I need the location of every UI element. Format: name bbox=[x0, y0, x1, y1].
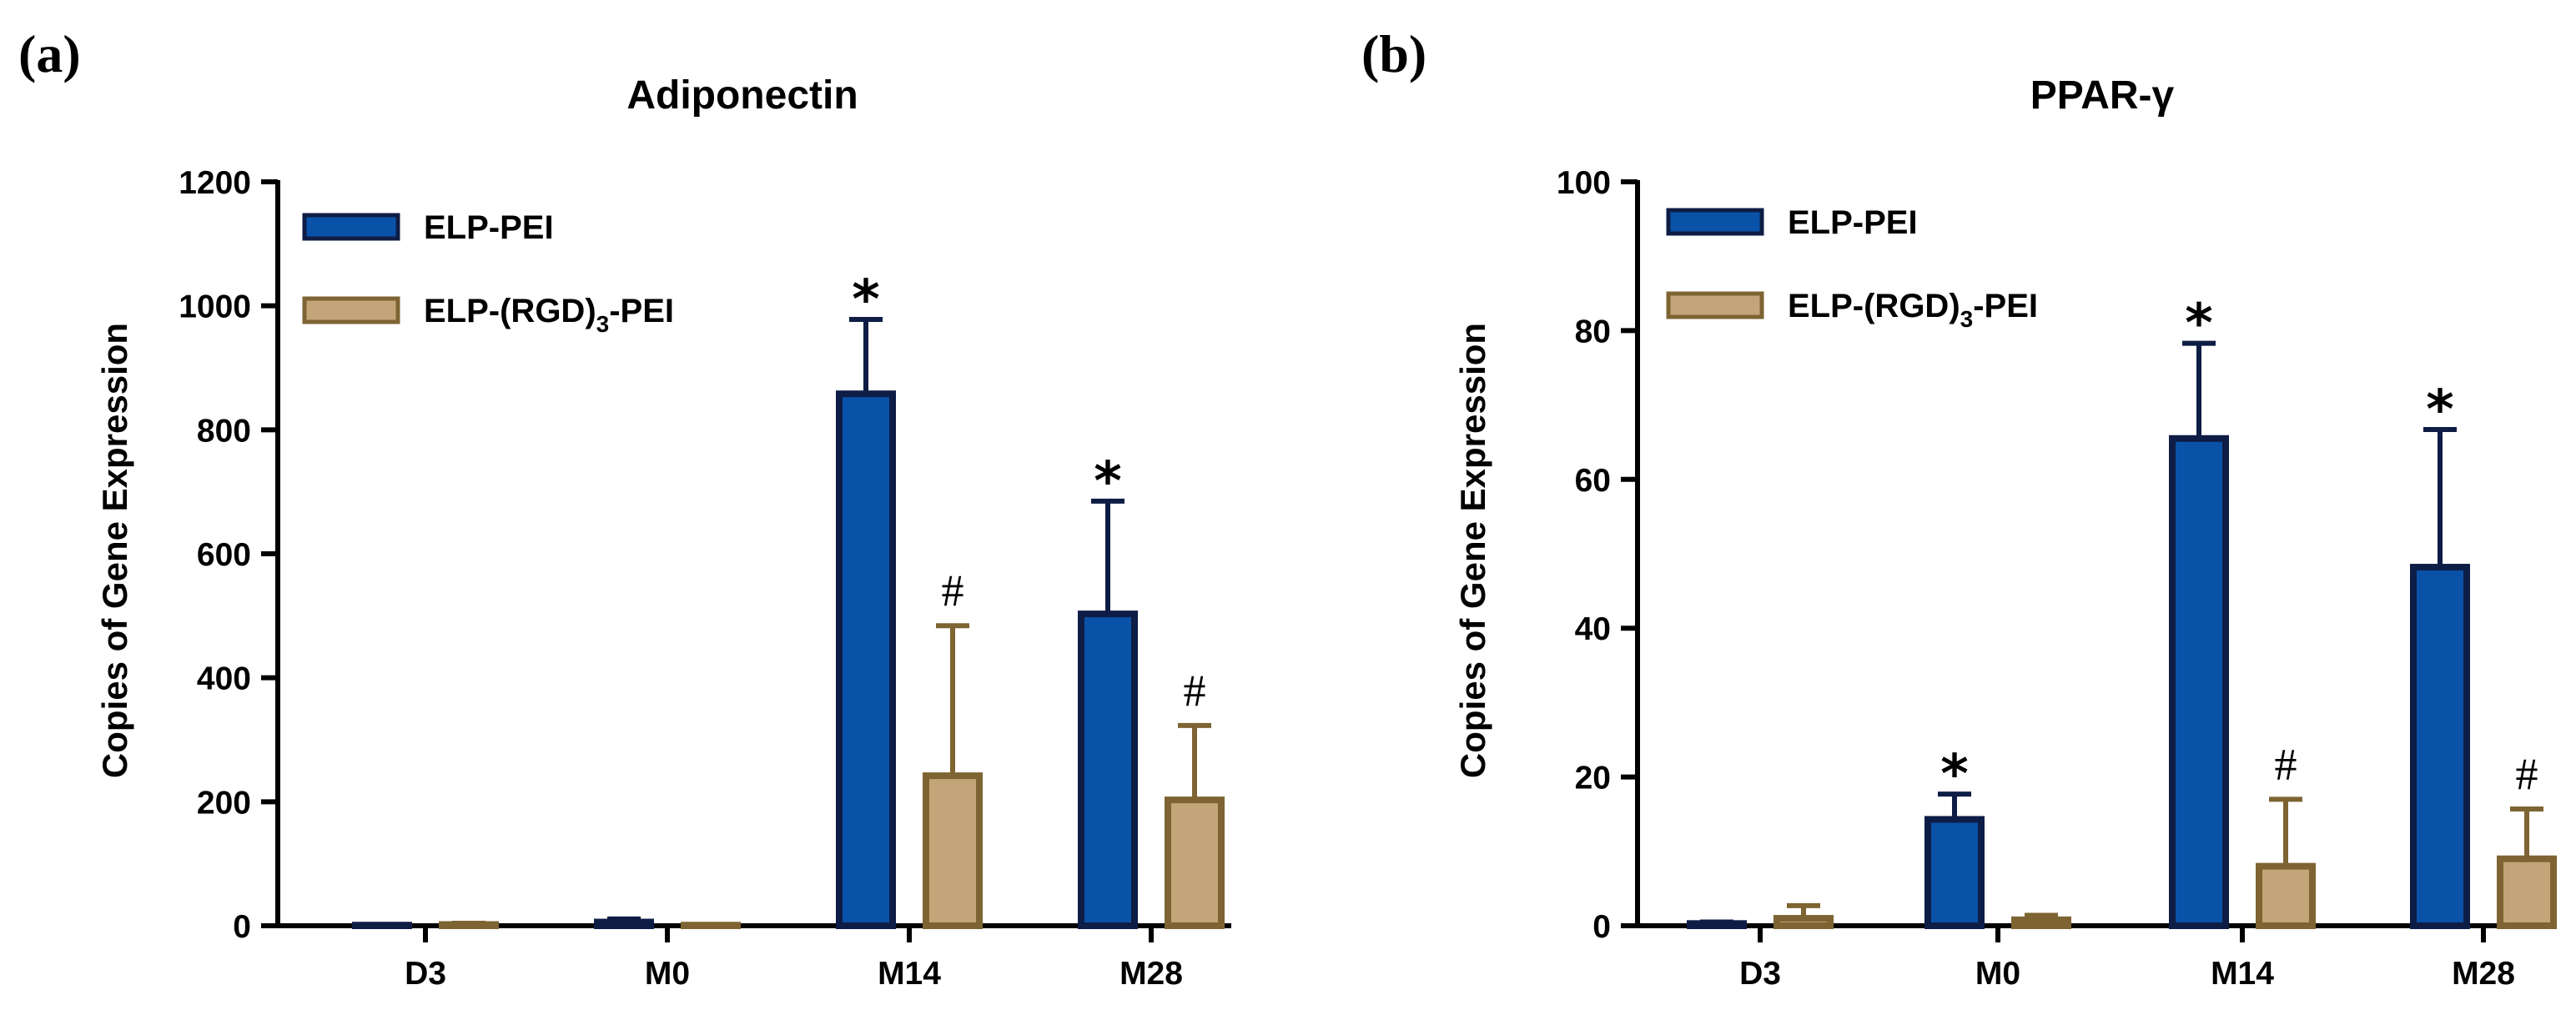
bar-elp-pei bbox=[836, 390, 896, 930]
y-tick-label: 0 bbox=[1592, 909, 1611, 945]
y-axis-label: Copies of Gene Expression bbox=[1453, 323, 1492, 778]
legend-swatch-elp-rgd3-pei bbox=[1666, 291, 1764, 319]
bar-elp-pei bbox=[1078, 611, 1138, 929]
significance-star: * bbox=[1094, 451, 1121, 513]
chart-title: Adiponectin bbox=[626, 73, 858, 118]
legend-swatch-elp-rgd3-pei bbox=[302, 296, 400, 324]
legend-label-elp-rgd3-pei: ELP-(RGD)3-PEI bbox=[1788, 288, 2038, 332]
y-tick-label: 60 bbox=[1575, 463, 1611, 499]
x-tick-label: M14 bbox=[878, 956, 941, 992]
chart-panel-ppar-gamma: (b) PPAR-γ Copies of Gene Expression 0 20… bbox=[1361, 24, 2557, 992]
y-tick-label: 0 bbox=[233, 909, 251, 945]
bar-elp-rgd-3-pei bbox=[681, 922, 741, 930]
significance-hash: # bbox=[1184, 666, 1206, 716]
legend-label-elp-rgd3-pei: ELP-(RGD)3-PEI bbox=[424, 293, 674, 337]
legend: ELP-PEI ELP-(RGD)3-PEI bbox=[302, 209, 674, 337]
bar-elp-rgd-3-pei bbox=[1165, 796, 1225, 929]
significance-star: * bbox=[852, 269, 879, 331]
x-tick-label: M0 bbox=[645, 956, 690, 992]
x-tick-label: D3 bbox=[405, 956, 446, 992]
bar-elp-pei bbox=[2410, 564, 2470, 930]
legend-label-elp-pei: ELP-PEI bbox=[424, 209, 554, 246]
bar-elp-pei bbox=[594, 918, 654, 930]
bar-elp-rgd-3-pei bbox=[2011, 916, 2071, 930]
significance-star: * bbox=[2426, 379, 2453, 441]
y-tick-label: 1200 bbox=[179, 165, 251, 201]
legend-label-elp-pei: ELP-PEI bbox=[1788, 204, 1918, 241]
plot-area: 0 20 40 60 80 100 D3 M0 M14 M28 * * * # # bbox=[1557, 165, 2557, 992]
x-tick-label: M28 bbox=[1119, 956, 1183, 992]
panel-label-a: (a) bbox=[18, 24, 81, 83]
bar-elp-pei bbox=[352, 922, 412, 930]
legend-swatch-elp-pei bbox=[1666, 208, 1764, 236]
x-tick-label: M0 bbox=[1975, 956, 2020, 992]
significance-star: * bbox=[1940, 744, 1968, 806]
y-tick-label: 100 bbox=[1557, 165, 1611, 201]
legend: ELP-PEI ELP-(RGD)3-PEI bbox=[1666, 204, 2038, 332]
x-tick-label: M14 bbox=[2211, 956, 2274, 992]
panel-label-b: (b) bbox=[1361, 24, 1426, 83]
plot-area: 0 200 400 600 800 1000 1200 D3 M0 M14 M28 * * # # bbox=[179, 165, 1231, 992]
bar-elp-rgd-3-pei bbox=[2256, 862, 2316, 930]
y-tick-label: 200 bbox=[197, 785, 251, 821]
bar-elp-rgd-3-pei bbox=[2497, 855, 2557, 929]
x-tick-label: M28 bbox=[2452, 956, 2515, 992]
y-tick-label: 600 bbox=[197, 537, 251, 573]
bar-elp-pei bbox=[1924, 816, 1985, 929]
significance-hash: # bbox=[942, 565, 964, 616]
chart-title: PPAR-γ bbox=[2030, 73, 2175, 118]
bar-elp-rgd-3-pei bbox=[923, 772, 983, 930]
bar-elp-rgd-3-pei bbox=[1774, 915, 1834, 929]
significance-hash: # bbox=[2275, 739, 2297, 789]
y-tick-label: 80 bbox=[1575, 314, 1611, 349]
y-tick-label: 400 bbox=[197, 661, 251, 697]
bar-elp-pei bbox=[1687, 920, 1747, 929]
chart-panel-adiponectin: (a) Adiponectin Copies of Gene Expressio… bbox=[18, 24, 1231, 992]
y-tick-label: 20 bbox=[1575, 761, 1611, 796]
significance-hash: # bbox=[2516, 749, 2538, 799]
bar-elp-pei bbox=[2169, 435, 2229, 929]
bar-elp-rgd-3-pei bbox=[439, 921, 499, 929]
x-tick-label: D3 bbox=[1739, 956, 1781, 992]
y-tick-label: 1000 bbox=[179, 289, 251, 325]
y-tick-label: 800 bbox=[197, 413, 251, 449]
legend-swatch-elp-pei bbox=[302, 213, 400, 241]
y-axis-label: Copies of Gene Expression bbox=[95, 323, 134, 778]
y-tick-label: 40 bbox=[1575, 611, 1611, 647]
significance-star: * bbox=[2185, 294, 2212, 355]
